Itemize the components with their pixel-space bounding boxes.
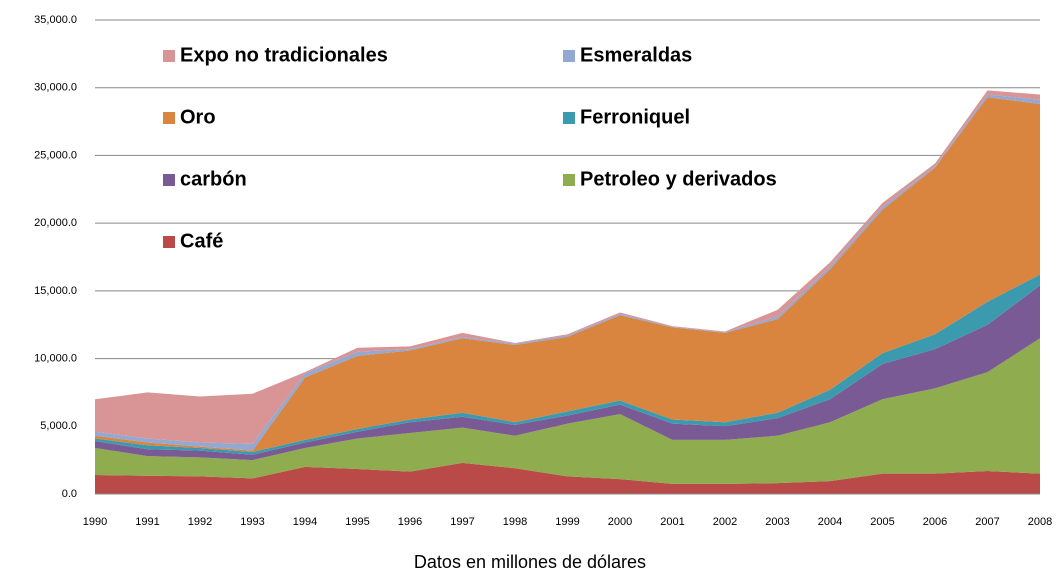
x-tick-label: 2000 bbox=[608, 516, 632, 528]
area bbox=[95, 338, 1040, 484]
caption: Datos en millones de dólares bbox=[414, 552, 646, 572]
y-tick-label: 15,000.0 bbox=[34, 285, 77, 297]
legend-label: Expo no tradicionales bbox=[180, 44, 388, 66]
y-tick-label: 5,000.0 bbox=[40, 420, 77, 432]
x-tick-label: 1996 bbox=[398, 516, 422, 528]
x-tick-label: 1997 bbox=[450, 516, 474, 528]
legend-swatch bbox=[163, 50, 175, 62]
y-tick-label: 0.0 bbox=[62, 488, 77, 500]
x-tick-label: 1992 bbox=[188, 516, 212, 528]
legend-swatch bbox=[163, 236, 175, 248]
x-tick-label: 1994 bbox=[293, 516, 317, 528]
x-tick-label: 2004 bbox=[818, 516, 842, 528]
y-tick-label: 30,000.0 bbox=[34, 82, 77, 94]
y-tick-label: 10,000.0 bbox=[34, 352, 77, 364]
x-tick-label: 1999 bbox=[555, 516, 579, 528]
x-tick-label: 2003 bbox=[765, 516, 789, 528]
y-tick-label: 25,000.0 bbox=[34, 149, 77, 161]
x-tick-label: 2002 bbox=[713, 516, 737, 528]
legend-label: carbón bbox=[180, 168, 247, 190]
legend-label: Esmeraldas bbox=[580, 44, 692, 66]
legend-swatch bbox=[563, 50, 575, 62]
x-tick-label: 1990 bbox=[83, 516, 107, 528]
x-tick-label: 2008 bbox=[1028, 516, 1052, 528]
legend-label: Oro bbox=[180, 106, 216, 128]
x-tick-label: 1993 bbox=[240, 516, 264, 528]
legend-label: Petroleo y derivados bbox=[580, 168, 777, 190]
x-tick-label: 2005 bbox=[870, 516, 894, 528]
legend-label: Ferroniquel bbox=[580, 106, 690, 128]
legend-label: Café bbox=[180, 230, 223, 252]
area bbox=[95, 285, 1040, 461]
area bbox=[95, 97, 1040, 453]
area bbox=[95, 462, 1040, 494]
x-tick-label: 2006 bbox=[923, 516, 947, 528]
x-tick-label: 1991 bbox=[135, 516, 159, 528]
legend-swatch bbox=[163, 112, 175, 124]
legend-swatch bbox=[163, 174, 175, 186]
x-tick-label: 2007 bbox=[975, 516, 999, 528]
legend-swatch bbox=[563, 174, 575, 186]
x-tick-label: 2001 bbox=[660, 516, 684, 528]
x-tick-label: 1998 bbox=[503, 516, 527, 528]
y-tick-label: 20,000.0 bbox=[34, 217, 77, 229]
legend-swatch bbox=[563, 112, 575, 124]
x-tick-label: 1995 bbox=[345, 516, 369, 528]
y-tick-label: 35,000.0 bbox=[34, 14, 77, 26]
area bbox=[95, 90, 1040, 444]
